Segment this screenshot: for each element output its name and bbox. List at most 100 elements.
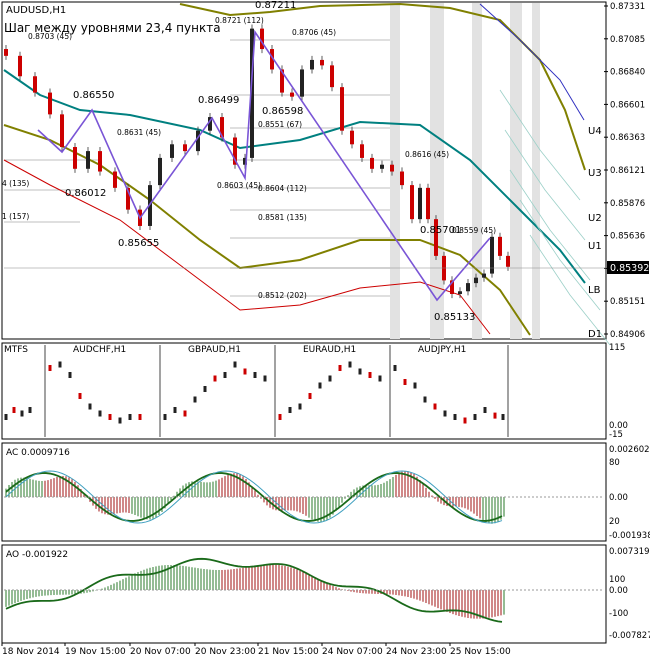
mtfs-candle [423, 396, 427, 403]
session-bar [510, 3, 522, 339]
price-tick-label: 0.85151 [610, 297, 645, 307]
step-note: Шаг между уровнями 23,4 пункта [4, 21, 221, 35]
ao-tick-100: 100 [609, 575, 625, 585]
mtfs-label: MTFS [4, 345, 28, 355]
mtfs-candle [348, 361, 352, 368]
fan-line [499, 89, 581, 201]
candle-body [208, 117, 212, 131]
candle-body [380, 164, 384, 169]
mtfs-candle [223, 372, 227, 378]
mtfs-candle [233, 361, 237, 368]
candle-body [233, 137, 237, 165]
ac-tick-20: 20 [609, 517, 620, 527]
zigzag-lines [37, 29, 491, 302]
level-labels: U4 U3 U2 U1 LB D1 [588, 126, 602, 340]
mtfs-candle [318, 382, 322, 389]
mtfs-candle [163, 414, 167, 420]
session-bar [430, 3, 444, 339]
level-label: U2 [588, 213, 602, 224]
mtfs-candle [288, 407, 292, 413]
candle-body [350, 130, 354, 145]
pivot-label: 0.8616 (45) [405, 150, 449, 159]
current-price-label: 0.85392 [610, 263, 649, 274]
candle-body [466, 283, 470, 292]
mtfs-panel-frame [1, 342, 607, 440]
price-tick-label: 0.85636 [610, 232, 645, 242]
mtfs-subchart-title: AUDJPY,H1 [418, 345, 466, 355]
mtfs-candle [378, 375, 382, 382]
mtfs-candle [20, 410, 24, 417]
mtfs-candle [473, 414, 477, 420]
candle-body [458, 291, 462, 294]
ac-signal-line [5, 472, 503, 522]
pivot-label: 0.86550 [73, 90, 114, 101]
ac-panel-frame [1, 442, 607, 542]
time-label: 20 Nov 23:00 [195, 647, 256, 657]
mtfs-candle [173, 407, 177, 413]
candle-body [450, 280, 454, 294]
mtfs-candle [183, 410, 187, 417]
price-tick-label: 0.86601 [610, 100, 645, 110]
mtfs-tick-top: 115 [609, 343, 625, 353]
candle-body [400, 171, 404, 186]
pivot-label: 0.85701 [420, 225, 461, 236]
pivot-label: 0.8721 (112) [215, 16, 264, 25]
mtfs-candle [12, 407, 16, 413]
candle-body [280, 69, 284, 93]
mtfs-candle [298, 403, 302, 410]
time-label: 24 Nov 23:00 [386, 647, 447, 657]
candle-body [490, 236, 494, 274]
mtfs-tick-bottom: -15 [609, 430, 623, 440]
level-label: LB [588, 285, 601, 296]
price-tick-label: 0.84906 [610, 330, 645, 340]
mtfs-subcharts: AUDCHF,H1 GBPAUD,H1 EURAUD,H1 AUDJPY,H1 [4, 345, 509, 437]
pivot-label: 0.86598 [262, 106, 303, 117]
mtfs-subchart-title: EURAUD,H1 [303, 345, 356, 355]
middle-channel-line [3, 69, 586, 284]
mtfs-candle [263, 375, 267, 382]
candle-body [170, 144, 174, 158]
candle-body [18, 55, 22, 77]
session-bar [532, 3, 540, 339]
mtfs-candle [393, 365, 397, 371]
ac-histogram [4, 470, 604, 524]
ao-panel-frame [1, 544, 607, 644]
time-label: 25 Nov 15:00 [450, 647, 511, 657]
candle-body [418, 187, 422, 220]
mtfs-candle [368, 372, 372, 378]
pivot-label: 0.8604 (112) [258, 184, 307, 193]
fan-line [509, 169, 591, 281]
candle-body [158, 157, 162, 186]
candle-body [474, 277, 478, 284]
mtfs-candle [278, 414, 282, 420]
mtfs-candle [68, 372, 72, 378]
level-label: U1 [588, 241, 602, 252]
mtfs-candle [413, 382, 417, 389]
mtfs-candle [88, 403, 92, 410]
time-label: 21 Nov 15:00 [258, 647, 319, 657]
candle-body [340, 87, 344, 131]
fan-line [519, 199, 601, 311]
mtfs-tick-mid: 0.00 [609, 421, 628, 431]
level-label: U4 [588, 126, 602, 137]
pivot-label: 0.8706 (45) [292, 28, 336, 37]
mtfs-candle [243, 368, 247, 375]
candle-body [260, 28, 264, 50]
candle-body [434, 219, 438, 256]
candle-body [220, 117, 224, 138]
candle-body [506, 255, 510, 267]
pivot-label: 0.8512 (202) [258, 291, 307, 300]
session-highlight-bars [390, 3, 540, 339]
pivot-label: 0.8603 (45) [217, 181, 261, 190]
candle-body [126, 187, 130, 210]
symbol-title: AUDUSD,H1 [6, 5, 66, 16]
mtfs-candle [213, 375, 217, 382]
mtfs-candle [28, 407, 32, 413]
candle-body [310, 59, 314, 70]
ac-tick-80: 80 [609, 458, 620, 468]
candle-body [183, 144, 187, 152]
mtfs-candle [453, 414, 457, 420]
fan-line [529, 234, 611, 346]
